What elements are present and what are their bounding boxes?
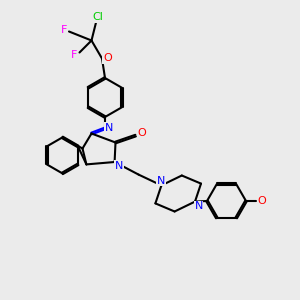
Text: O: O — [257, 196, 266, 206]
Text: N: N — [115, 160, 123, 171]
Text: N: N — [194, 201, 203, 212]
Text: O: O — [103, 53, 112, 64]
Text: N: N — [157, 176, 165, 186]
Text: F: F — [60, 25, 67, 35]
Text: F: F — [71, 50, 77, 60]
Text: O: O — [138, 128, 147, 138]
Text: Cl: Cl — [92, 12, 103, 22]
Text: N: N — [105, 123, 113, 133]
